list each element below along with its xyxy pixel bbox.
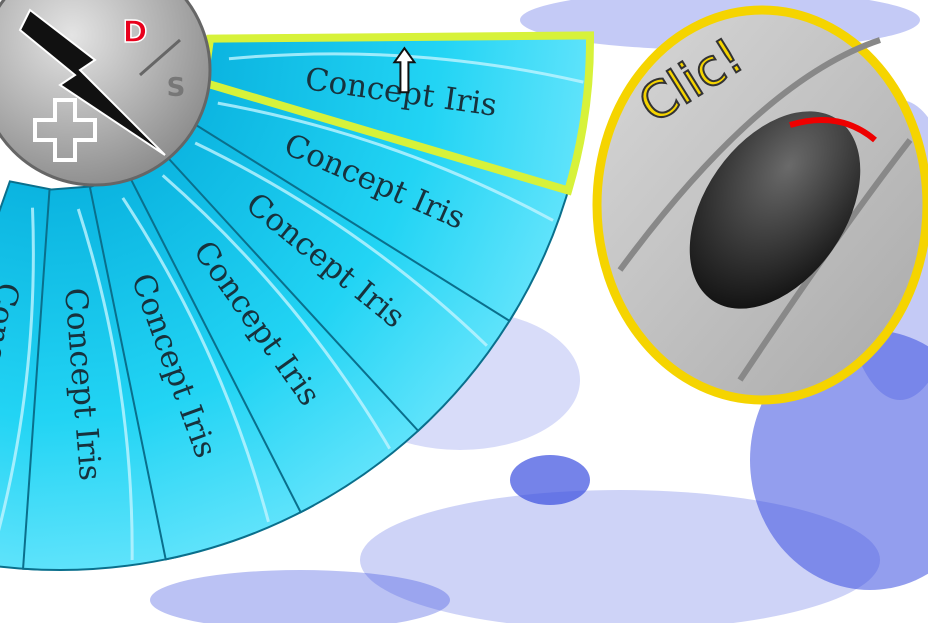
callout: Clic! (592, 5, 928, 405)
hub-top-label: D (123, 15, 148, 50)
blade-shine (121, 197, 270, 523)
blade-shine (0, 207, 35, 561)
blade (199, 31, 594, 196)
menu-item[interactable]: Concept Iris (196, 0, 596, 196)
blade-shine (161, 174, 391, 450)
menu-item[interactable]: Concept Iris (37, 153, 315, 565)
blade-shine (76, 208, 134, 561)
hub-bottom-label: S (167, 73, 186, 103)
blade-shine (194, 141, 488, 347)
hub: D S (0, 0, 212, 187)
arrow-up (392, 46, 417, 94)
blade-shine (217, 101, 554, 222)
menu-item[interactable]: Concept Iris (0, 182, 181, 575)
